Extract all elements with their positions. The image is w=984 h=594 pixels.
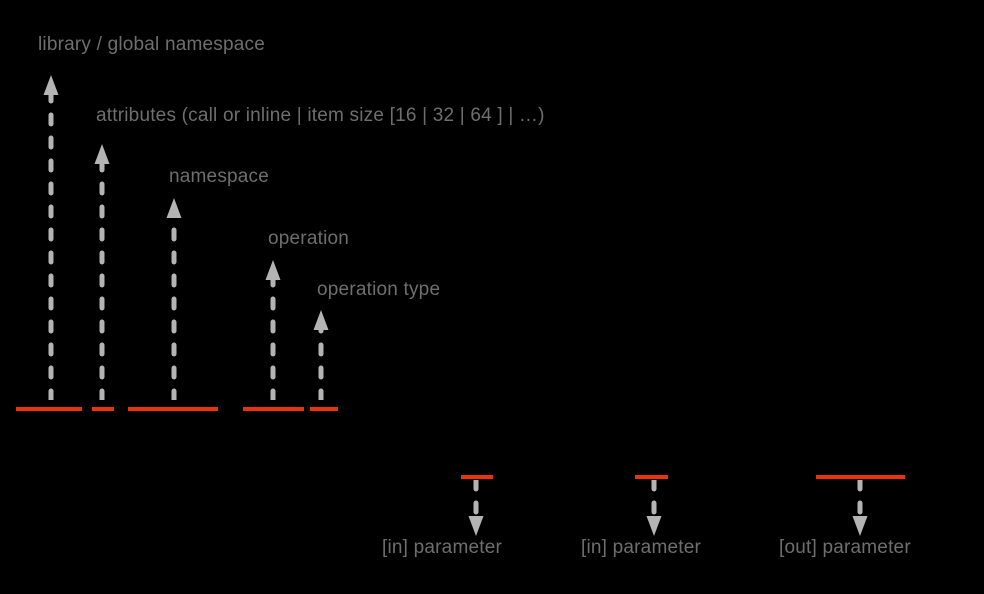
label-library-global-namespace: library / global namespace [38,34,265,55]
arrow-in-parameter-2 [643,480,665,536]
arrow-attributes [91,144,113,400]
arrow-library-global-namespace [40,75,62,400]
underline-namespace [128,407,218,411]
label-in-parameter-2: [in] parameter [581,537,702,558]
arrow-operation [262,260,284,400]
label-operation-type: operation type [317,279,441,300]
underline-in-parameter-1 [461,475,493,479]
label-out-parameter-1: [out] parameter [779,537,911,558]
underline-operation-type [310,407,338,411]
arrow-operation-type [310,310,332,400]
arrow-in-parameter-1 [465,480,487,536]
arrow-namespace [163,198,185,400]
underline-library-global-namespace [16,407,82,411]
label-in-parameter-1: [in] parameter [382,537,503,558]
label-namespace: namespace [169,166,270,187]
underline-out-parameter-1 [816,475,905,479]
label-operation: operation [268,228,350,249]
underline-attributes [92,407,114,411]
underline-in-parameter-2 [635,475,668,479]
arrow-out-parameter-1 [849,480,871,536]
label-attributes: attributes (call or inline | item size [… [96,105,545,126]
underline-operation [243,407,304,411]
